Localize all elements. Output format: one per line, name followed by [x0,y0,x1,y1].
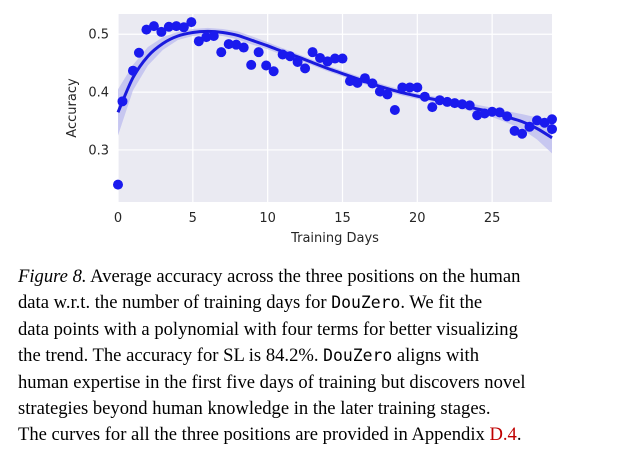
data-point [277,49,288,60]
data-point [307,47,318,58]
data-point [201,32,212,43]
data-point [216,47,227,58]
data-point [300,63,311,74]
caption-line-4: the trend. The accuracy for SL is 84.2%.… [18,343,618,369]
caption-line-7: The curves for all the three positions a… [18,422,618,448]
data-point [517,128,528,139]
data-point [389,105,400,116]
data-point [171,21,182,32]
caption-text: data points with a polynomial with four … [18,318,518,340]
x-axis-title: Training Days [290,231,379,246]
data-point [156,26,167,37]
x-tick-label: 10 [259,211,276,226]
y-tick-label: 0.5 [88,28,109,43]
data-point [404,82,415,93]
data-point [479,108,490,119]
data-point [315,52,326,63]
data-point [178,22,189,33]
douzero-name: DouZero [331,293,401,313]
data-point [344,76,355,87]
figure-caption: Figure 8. Average accuracy across the th… [18,264,618,449]
x-tick-label: 15 [334,211,351,226]
data-point [133,47,144,58]
caption-text: . [313,345,324,367]
caption-text: aligns with [392,345,480,367]
caption-text: . We fit the [400,292,483,314]
data-points [113,17,557,190]
y-tick-label: 0.3 [88,143,109,158]
caption-text: . [516,424,522,446]
data-point [442,96,453,107]
data-point [186,17,197,28]
data-point [127,65,138,76]
caption-text: the trend. The accuracy for SL is [18,345,266,367]
data-point [494,107,505,118]
data-point [397,82,408,93]
data-point [382,89,393,100]
caption-text: Average accuracy across the three positi… [90,266,521,287]
data-point [113,179,123,190]
data-point [208,30,219,41]
data-point [223,39,234,50]
x-tick-label: 25 [484,211,501,226]
confidence-band [118,27,552,154]
data-point [148,21,159,32]
appendix-link[interactable]: D.4 [489,424,517,446]
caption-line-2: data w.r.t. the number of training days … [18,290,618,316]
y-axis-title: Accuracy [65,78,80,138]
data-point [487,106,498,117]
data-point [359,73,370,84]
accuracy-chart: 0 5 10 15 20 25 0.3 0.4 0.5 Training Days Accur… [65,14,557,246]
caption-line-1: Figure 8. Average accuracy across the th… [18,264,618,290]
data-point [472,110,483,121]
douzero-name: DouZero [323,346,393,366]
x-tick-label: 5 [189,211,197,226]
caption-text: data w.r.t. the number of training days … [18,292,332,314]
data-point [547,114,557,125]
data-point [238,42,249,53]
data-point [246,59,257,70]
data-point [163,21,174,32]
data-point [524,121,535,132]
data-point [117,96,128,107]
data-point [352,77,363,88]
data-point [502,111,513,122]
data-point [457,99,468,110]
sl-accuracy-value: 84.2% [265,345,314,367]
x-tick-labels: 0 5 10 15 20 25 [114,211,501,226]
caption-text: strategies beyond human knowledge in the… [18,398,491,420]
caption-text: The curves for all the three positions a… [18,424,490,446]
y-tick-labels: 0.3 0.4 0.5 [88,28,109,159]
data-point [141,24,152,35]
caption-text: human expertise in the first five days o… [18,371,526,393]
caption-line-5: human expertise in the first five days o… [18,370,618,396]
data-point [427,102,438,113]
data-point [337,53,348,64]
data-point [464,100,475,111]
fit-curve [116,29,553,140]
data-point [367,78,378,89]
data-point [434,95,445,106]
data-point [539,117,550,128]
y-tick-label: 0.4 [88,86,109,101]
data-point [261,60,272,71]
data-point [330,53,340,64]
figure-label: Figure 8. [18,266,87,287]
data-point [193,36,204,47]
caption-line-3: data points with a polynomial with four … [18,317,618,343]
caption-line-6: strategies beyond human knowledge in the… [18,396,618,422]
data-point [412,82,423,93]
data-point [292,57,303,68]
data-point [547,124,557,135]
data-point [285,51,296,62]
data-point [253,47,264,58]
x-tick-label: 20 [409,211,426,226]
data-point [419,91,430,102]
x-tick-label: 0 [114,211,122,226]
data-point [449,98,460,109]
data-point [268,66,279,77]
